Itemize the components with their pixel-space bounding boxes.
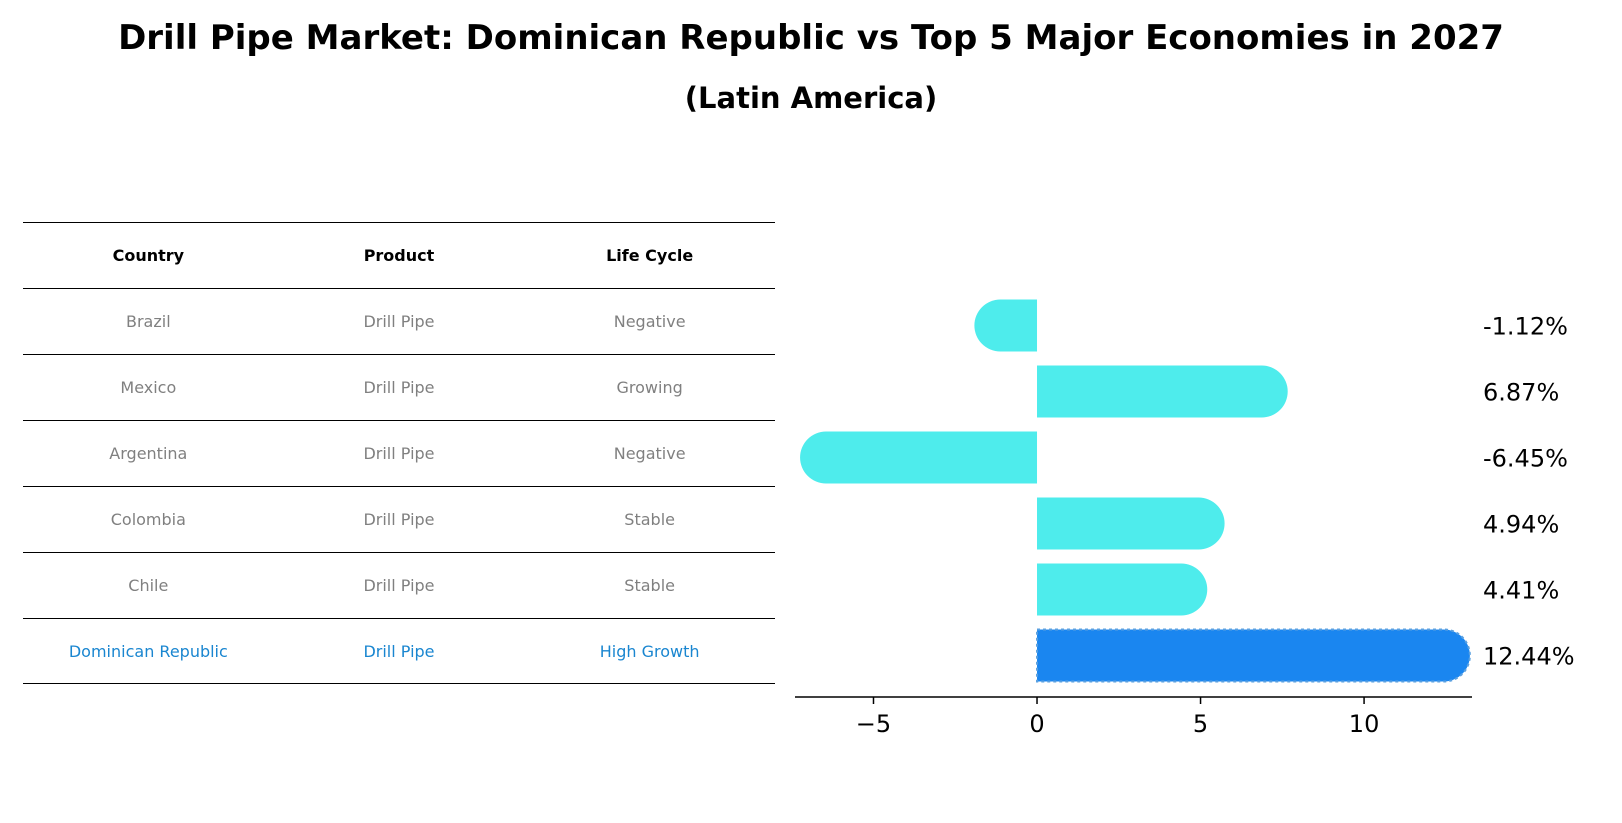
- x-tick-label: 5: [1193, 710, 1208, 738]
- value-label: 12.44%: [1483, 643, 1575, 671]
- cell-product: Drill Pipe: [363, 312, 435, 331]
- bar-chile: [1037, 563, 1208, 616]
- cell-life-cycle: Growing: [616, 378, 683, 397]
- cell-country: Mexico: [120, 378, 177, 397]
- table-header-row: Country Product Life Cycle: [23, 222, 775, 288]
- header-country: Country: [112, 246, 185, 265]
- chart-title: Drill Pipe Market: Dominican Republic vs…: [118, 18, 1504, 58]
- x-tick-label: −5: [856, 710, 891, 738]
- cell-life-cycle: Negative: [613, 312, 686, 331]
- country-table: Country Product Life Cycle Brazil Drill …: [23, 222, 775, 684]
- table-row: Chile Drill Pipe Stable: [23, 552, 775, 618]
- cell-life-cycle: High Growth: [599, 641, 700, 661]
- bar-colombia: [1037, 497, 1225, 550]
- cell-product: Drill Pipe: [363, 576, 435, 595]
- cell-life-cycle: Stable: [624, 510, 675, 529]
- cell-product: Drill Pipe: [363, 641, 435, 661]
- cell-country: Brazil: [126, 312, 171, 331]
- header-product: Product: [363, 246, 435, 265]
- table-row: Colombia Drill Pipe Stable: [23, 486, 775, 552]
- cell-country: Colombia: [110, 510, 186, 529]
- value-label: -1.12%: [1483, 313, 1568, 341]
- cell-country: Dominican Republic: [68, 641, 228, 661]
- cell-country: Argentina: [109, 444, 188, 463]
- value-label: -6.45%: [1483, 445, 1568, 473]
- table-row-highlight: Dominican Republic Drill Pipe High Growt…: [23, 618, 775, 684]
- cell-country: Chile: [128, 576, 169, 595]
- table-row: Mexico Drill Pipe Growing: [23, 354, 775, 420]
- chart-subtitle: (Latin America): [684, 81, 938, 115]
- x-tick-label: 10: [1349, 710, 1380, 738]
- table-row: Brazil Drill Pipe Negative: [23, 288, 775, 354]
- table-row: Argentina Drill Pipe Negative: [23, 420, 775, 486]
- bar-argentina: [800, 431, 1038, 484]
- cell-product: Drill Pipe: [363, 378, 435, 397]
- cell-life-cycle: Stable: [624, 576, 675, 595]
- value-label: 4.94%: [1483, 511, 1559, 539]
- bar-mexico: [1037, 365, 1288, 418]
- value-label: 4.41%: [1483, 577, 1559, 605]
- bar-dominican-republic: [1036, 628, 1471, 683]
- cell-product: Drill Pipe: [363, 444, 435, 463]
- value-label: 6.87%: [1483, 379, 1559, 407]
- bar-brazil: [974, 299, 1038, 352]
- x-tick-label: 0: [1029, 710, 1044, 738]
- cell-life-cycle: Negative: [613, 444, 686, 463]
- cell-product: Drill Pipe: [363, 510, 435, 529]
- header-life-cycle: Life Cycle: [606, 246, 694, 265]
